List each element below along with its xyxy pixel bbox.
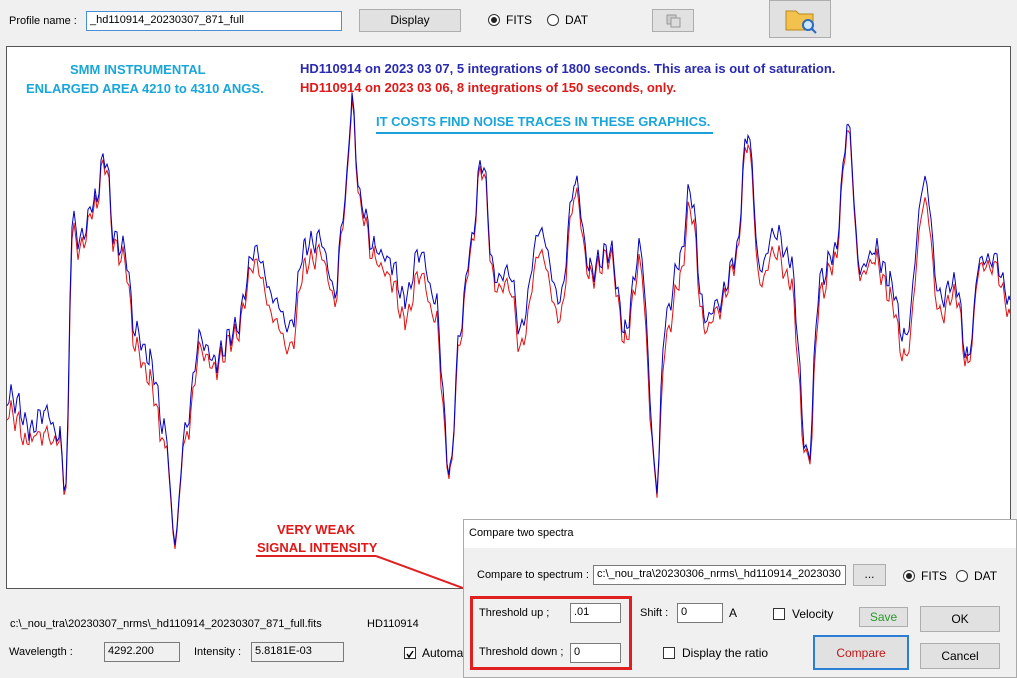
open-folder-button[interactable] — [769, 0, 831, 38]
blue-spectrum — [6, 92, 1011, 545]
compare-label: Compare to spectrum : — [477, 569, 589, 581]
fits-radio[interactable] — [488, 14, 500, 26]
shift-input[interactable]: 0 — [677, 603, 723, 623]
profile-input[interactable]: _hd110914_20230307_871_full — [86, 11, 342, 31]
dialog-titlebar — [464, 520, 1016, 548]
red-note: HD110914 on 2023 03 06, 8 integrations o… — [300, 80, 677, 95]
threshold-up-label: Threshold up ; — [479, 607, 550, 619]
file-path: c:\_nou_tra\20230307_nrms\_hd110914_2023… — [10, 618, 322, 630]
velocity-label: Velocity — [792, 607, 834, 621]
wavelength-label: Wavelength : — [9, 646, 73, 658]
area-note: ENLARGED AREA 4210 to 4310 ANGS. — [26, 81, 264, 96]
ratio-checkbox[interactable] — [663, 647, 675, 659]
plot-frame — [6, 46, 1011, 589]
copy-button[interactable] — [652, 9, 694, 32]
auto-checkbox[interactable] — [404, 647, 416, 659]
save-button[interactable]: Save — [859, 607, 908, 627]
wavelength-value: 4292.200 — [104, 642, 180, 662]
browse-button[interactable]: ... — [853, 564, 886, 586]
shift-label: Shift : — [640, 607, 669, 619]
weak-note-1: VERY WEAK — [277, 522, 356, 537]
copy-icon — [666, 14, 681, 28]
threshold-highlight — [470, 596, 632, 670]
dialog-fits-label: FITS — [921, 569, 947, 583]
weak-note-2: SIGNAL INTENSITY — [257, 540, 378, 555]
profile-label: Profile name : — [9, 15, 77, 27]
fits-label: FITS — [506, 13, 532, 27]
spectrum-plot — [6, 46, 1011, 589]
threshold-down-input[interactable]: 0 — [570, 643, 621, 663]
shift-unit: A — [729, 606, 738, 620]
dialog-fits-radio[interactable] — [903, 570, 915, 582]
compare-button[interactable]: Compare — [813, 635, 909, 670]
object-name: HD110914 — [367, 618, 419, 630]
dialog-title: Compare two spectra — [469, 527, 574, 539]
ratio-label: Display the ratio — [682, 646, 769, 660]
intensity-value: 5.8181E-03 — [251, 642, 344, 662]
compare-input[interactable]: c:\_nou_tra\20230306_nrms\_hd110914_2023… — [593, 565, 846, 585]
ok-button[interactable]: OK — [920, 606, 1000, 632]
dat-radio[interactable] — [547, 14, 559, 26]
threshold-down-label: Threshold down ; — [479, 646, 564, 658]
instrument-note: SMM INSTRUMENTAL — [70, 62, 206, 77]
weak-arrow — [375, 555, 469, 589]
dialog-dat-radio[interactable] — [956, 570, 968, 582]
threshold-up-input[interactable]: .01 — [570, 603, 621, 623]
dat-label: DAT — [565, 13, 589, 27]
display-button[interactable]: Display — [359, 9, 461, 32]
cancel-button[interactable]: Cancel — [920, 643, 1000, 669]
velocity-checkbox[interactable] — [773, 608, 785, 620]
noise-note: IT COSTS FIND NOISE TRACES IN THESE GRAP… — [376, 114, 711, 129]
folder-icon — [785, 10, 817, 34]
auto-label: Automati — [422, 646, 470, 660]
red-spectrum — [6, 98, 1011, 549]
blue-note: HD110914 on 2023 03 07, 5 integrations o… — [300, 61, 836, 76]
dialog-dat-label: DAT — [974, 569, 998, 583]
intensity-label: Intensity : — [194, 646, 242, 658]
